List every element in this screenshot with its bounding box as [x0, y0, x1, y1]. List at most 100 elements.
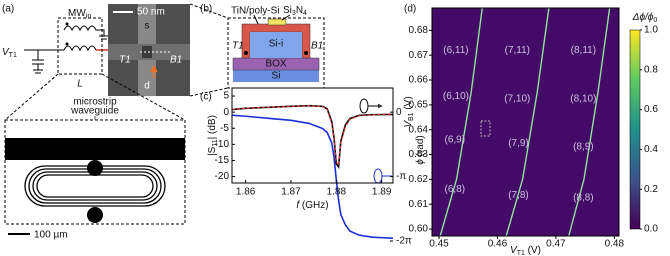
- y-tick-label: 0.60: [409, 224, 429, 235]
- x-tick-label: 0.48: [605, 239, 625, 250]
- text: 0: [653, 17, 657, 24]
- text: (rad): [415, 135, 426, 159]
- sin-layer: [267, 18, 287, 26]
- y-tick-label: 0.68: [409, 25, 429, 36]
- y-tick-label: -10: [215, 139, 230, 150]
- zoom-line: [189, 3, 229, 97]
- charge-state-label: (7,9): [508, 138, 529, 149]
- mw-label: MWin: [68, 8, 91, 21]
- x-tick-label: 1.87: [281, 187, 301, 198]
- panel-label: (b): [200, 4, 212, 15]
- text: T1: [517, 250, 525, 256]
- contact: [244, 51, 248, 55]
- axis-label: |S11| (dB): [207, 115, 220, 156]
- axis-icon: [359, 98, 383, 114]
- scale-label: 100 µm: [34, 230, 68, 241]
- sem-label: s: [145, 21, 150, 32]
- zoom-line: [4, 73, 186, 121]
- x-tick-label: 1.89: [372, 187, 392, 198]
- text: BOX: [265, 59, 286, 70]
- text: B1: [311, 41, 323, 52]
- pointer: [281, 14, 291, 21]
- heatmap-bg: [432, 8, 619, 236]
- text: 3: [292, 10, 296, 17]
- si-layer: [233, 70, 319, 82]
- x-tick-label: 0.45: [429, 239, 449, 250]
- pad: [87, 207, 103, 223]
- x-tick-label: 0.47: [546, 239, 566, 250]
- y2-tick-label: -2π: [396, 236, 412, 247]
- colorbar-tick-label: 0.0: [644, 224, 658, 235]
- text: 4: [303, 10, 307, 17]
- series-line: [231, 105, 394, 167]
- mw-coil: [63, 25, 109, 40]
- sem-label: B1: [170, 55, 182, 66]
- charge-state-label: (8,11): [571, 45, 596, 56]
- transition-line: [505, 7, 550, 237]
- zoom-region: [480, 120, 491, 137]
- zoom-box: [227, 17, 325, 89]
- text: Si: [272, 71, 281, 82]
- text: MW: [68, 8, 86, 19]
- y-tick-label: -15: [215, 155, 230, 166]
- text: T1: [9, 52, 17, 59]
- text: f: [296, 200, 300, 211]
- y-tick-label: -20: [215, 171, 230, 182]
- sem-label: d: [144, 81, 150, 92]
- x-tick-label: 0.46: [488, 239, 508, 250]
- text: Si: [283, 5, 292, 16]
- panel-label: (c): [200, 92, 212, 103]
- sem-center: [142, 46, 152, 58]
- axis-label: ϕ (rad): [415, 135, 426, 164]
- colorbar-tick-label: 0.8: [644, 64, 658, 75]
- x-tick-label: 1.88: [327, 187, 347, 198]
- charge-state-label: (8,9): [573, 142, 594, 153]
- sem-label: T1: [119, 55, 131, 66]
- y-tick-label: -5: [220, 123, 229, 134]
- text: V: [510, 245, 518, 256]
- axis-icon: [373, 168, 392, 184]
- inductor-label: L: [77, 79, 83, 90]
- y-tick-label: 0.65: [409, 100, 429, 111]
- text: microstrip: [73, 97, 117, 108]
- charge-state-label: (8,10): [570, 93, 596, 104]
- panel-label: (a): [2, 4, 14, 15]
- transition-line: [439, 7, 483, 237]
- scale-label: 50 nm: [137, 7, 165, 18]
- si-i-layer: [250, 32, 302, 58]
- charge-state-label: (8,8): [573, 193, 594, 204]
- y-tick-label: 0.67: [409, 50, 429, 61]
- panel-b: (b) TiN/poly-Si Si3N4 T1 B1 Si-i BOX Si: [189, 3, 325, 97]
- y2-tick-label: -π: [396, 171, 406, 182]
- x-tick-label: 1.86: [236, 187, 256, 198]
- charge-state-label: (7,10): [504, 93, 530, 104]
- text: Δϕ/ϕ: [632, 12, 654, 23]
- plot-frame: [231, 87, 394, 184]
- axis-label: VB1 (V): [403, 96, 416, 127]
- axis-label: Δϕ/ϕ0: [632, 12, 658, 25]
- waveguide: [5, 138, 185, 160]
- text: (GHz): [299, 200, 328, 211]
- zoom-box: [57, 17, 103, 75]
- text: 11: [212, 139, 219, 146]
- charge-state-label: (7,11): [505, 45, 530, 56]
- text: Si3N4: [283, 5, 307, 18]
- dot: [65, 22, 69, 26]
- transition-line: [568, 7, 611, 237]
- colorbar-tick-label: 0.6: [644, 104, 658, 115]
- y-tick-label: 0.66: [409, 75, 429, 86]
- y-tick-label: 0.62: [409, 174, 429, 185]
- y-tick-label: 0.63: [409, 149, 429, 160]
- text: Si-i: [269, 39, 283, 50]
- axis-label: VT1 (V): [510, 245, 541, 256]
- text: ϕ: [415, 159, 426, 165]
- inductor-coil: [63, 45, 97, 52]
- text: V: [403, 120, 414, 128]
- panel-label: (d): [404, 4, 416, 15]
- text: (V): [403, 96, 414, 112]
- text: | (dB): [207, 115, 218, 139]
- plot-frame: [431, 7, 620, 237]
- charge-state-label: (7,8): [508, 190, 529, 201]
- pad: [87, 160, 103, 176]
- text: |S: [207, 146, 218, 156]
